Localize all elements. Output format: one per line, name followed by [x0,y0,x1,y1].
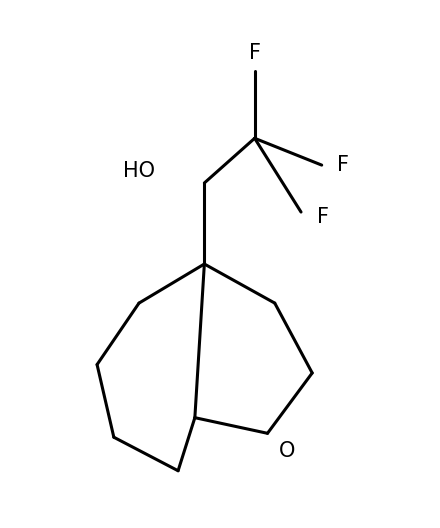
Text: F: F [337,155,349,175]
Text: HO: HO [123,161,155,181]
Text: O: O [279,441,295,461]
Text: F: F [317,206,330,227]
Text: F: F [249,43,260,63]
